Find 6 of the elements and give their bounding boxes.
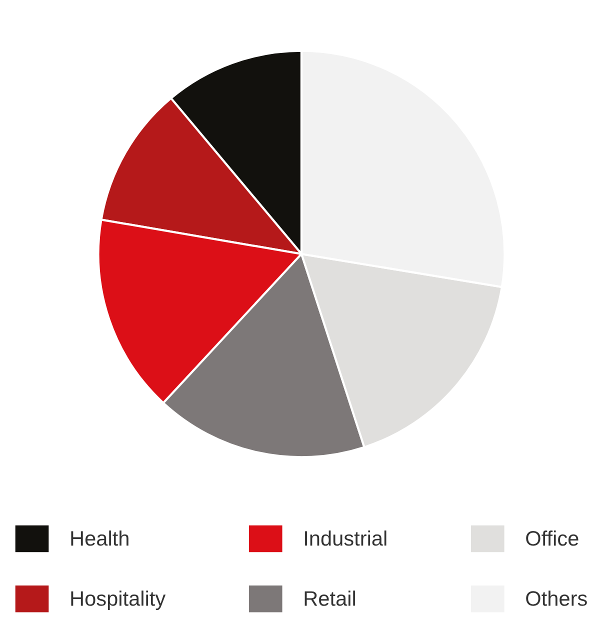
legend-label: Office xyxy=(526,530,578,546)
legend-label: Health xyxy=(71,530,128,546)
legend-label: Hospitality xyxy=(71,590,166,610)
legend-label: Retail xyxy=(304,590,355,606)
legend-label: Others xyxy=(526,590,587,606)
legend-label: Industrial xyxy=(305,530,386,546)
